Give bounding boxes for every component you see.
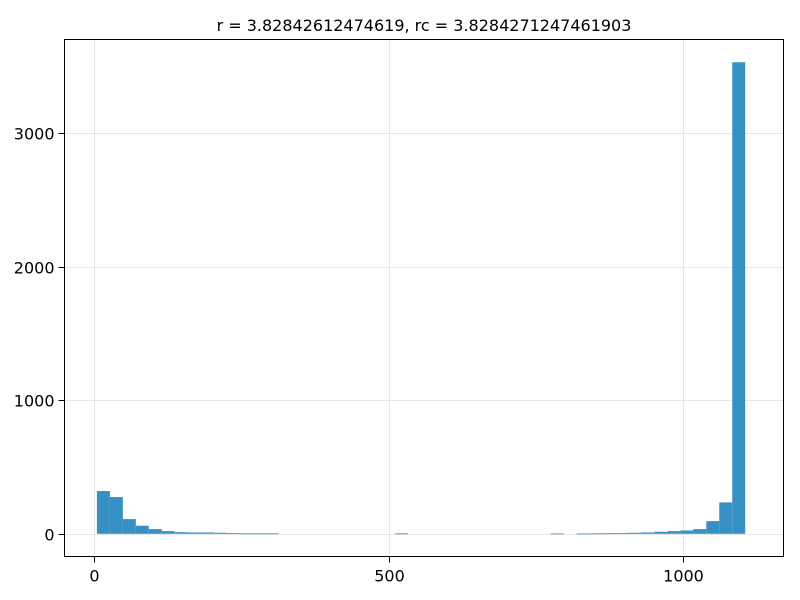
histogram-bar (135, 525, 149, 534)
axis-ticks: 0 500 1000 0 1000 2000 3000 (14, 125, 704, 586)
histogram-bar (706, 521, 720, 534)
histogram-bar (719, 502, 733, 534)
histogram-bar (641, 532, 655, 534)
histogram-bar (200, 532, 214, 534)
histogram-bar (576, 533, 590, 535)
histogram-bar (252, 533, 266, 535)
histogram-bar (174, 532, 188, 534)
histogram-bar (239, 533, 253, 535)
histogram-bar (395, 533, 409, 535)
histogram-bar (265, 533, 279, 535)
y-tick-label: 3000 (14, 125, 55, 144)
histogram-bar (654, 531, 668, 534)
histogram-bar (628, 532, 642, 534)
x-tick-label: 500 (374, 567, 405, 586)
y-tick-label: 1000 (14, 392, 55, 411)
y-tick-label: 0 (44, 526, 54, 545)
histogram-bar (109, 497, 123, 534)
y-tick-label: 2000 (14, 259, 55, 278)
histogram-bar (589, 533, 603, 535)
histogram-bar (96, 491, 110, 534)
histogram-bar (226, 533, 240, 534)
histogram-bar (693, 529, 707, 534)
histogram-bar (213, 532, 227, 534)
histogram-bar (680, 530, 694, 534)
histogram-bar (550, 533, 564, 535)
x-tick-label: 1000 (663, 567, 704, 586)
histogram-bar (615, 533, 629, 534)
x-tick-label: 0 (89, 567, 99, 586)
histogram-bar (187, 532, 201, 534)
plot-frame (64, 39, 784, 557)
histogram-bar (122, 519, 136, 534)
histogram-bar (602, 533, 616, 535)
histogram-bar (667, 531, 681, 534)
histogram-bar (732, 62, 746, 534)
grid-lines (64, 39, 784, 557)
histogram-bars (96, 62, 746, 535)
chart-title: r = 3.82842612474619, rc = 3.82842712474… (217, 16, 632, 35)
histogram-bar (148, 529, 162, 534)
histogram-bar (161, 531, 175, 534)
